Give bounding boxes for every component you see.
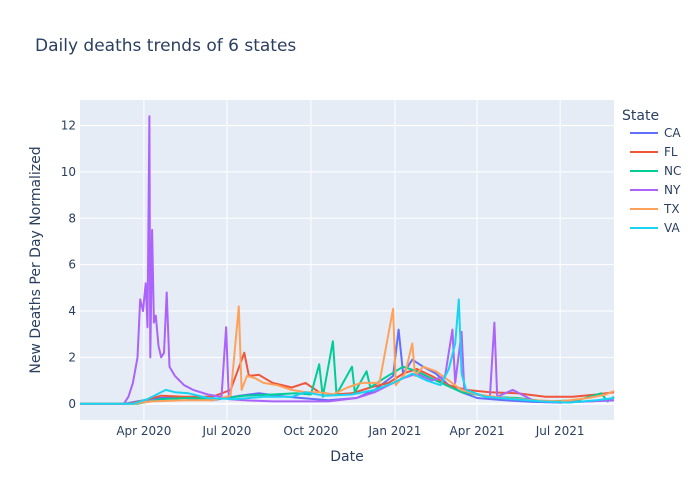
x-tick-label: Jul 2020 (202, 424, 252, 438)
legend-items: CA FL NC NY TX VA (630, 126, 681, 235)
chart-title: Daily deaths trends of 6 states (35, 36, 296, 56)
x-axis-ticks: Apr 2020 Jul 2020 Oct 2020 Jan 2021 Apr 2021… (116, 424, 584, 438)
y-tick-label: 6 (68, 258, 76, 272)
legend-label-va: VA (664, 221, 680, 235)
series-line-tx (80, 305, 615, 405)
y-tick-label: 4 (68, 304, 76, 318)
y-tick-label: 0 (68, 397, 76, 411)
legend-label-fl: FL (664, 145, 678, 159)
x-tick-label: Apr 2021 (450, 424, 505, 438)
y-axis-title: New Deaths Per Day Normalized (28, 146, 44, 373)
x-tick-label: Apr 2020 (116, 424, 171, 438)
y-axis-ticks: 0 2 4 6 8 10 12 (61, 119, 76, 411)
x-tick-label: Jul 2021 (535, 424, 585, 438)
legend-label-tx: TX (663, 202, 680, 216)
y-tick-label: 10 (61, 165, 76, 179)
y-tick-label: 12 (61, 119, 76, 133)
plot-area (80, 100, 614, 420)
y-tick-label: 8 (68, 211, 76, 225)
x-axis-title: Date (330, 449, 363, 465)
series-line-va (80, 298, 615, 405)
y-tick-label: 2 (68, 350, 76, 364)
series-lines (80, 115, 615, 405)
x-tick-label: Jan 2021 (367, 424, 421, 438)
legend-label-ny: NY (664, 183, 681, 197)
x-tick-label: Oct 2020 (283, 424, 338, 438)
legend-title: State (622, 108, 659, 124)
legend-label-ca: CA (664, 126, 681, 140)
legend: State CA FL NC NY TX VA (622, 108, 681, 235)
legend-label-nc: NC (664, 164, 681, 178)
